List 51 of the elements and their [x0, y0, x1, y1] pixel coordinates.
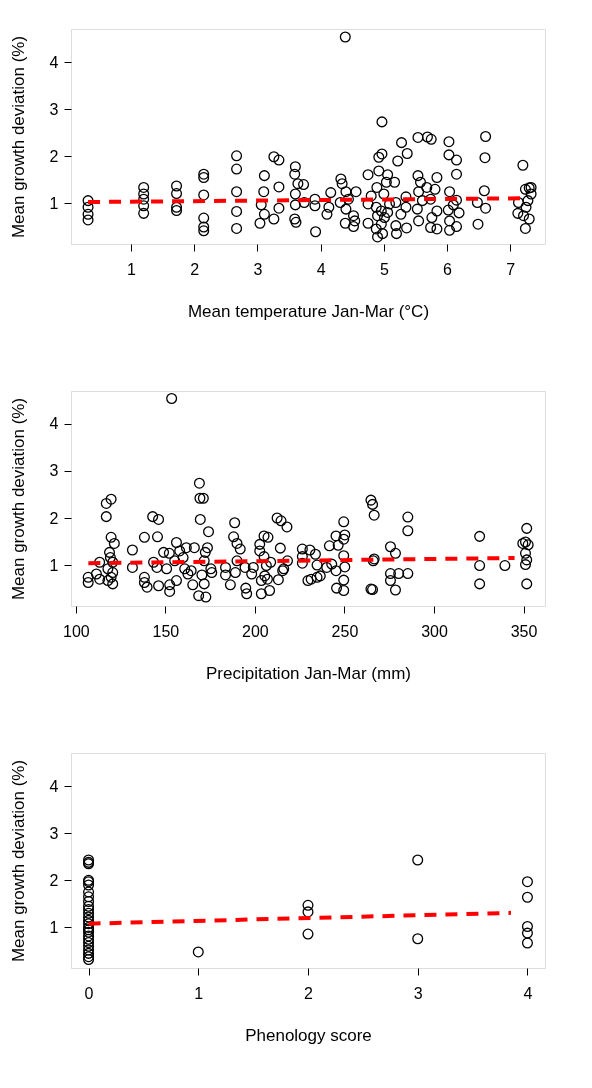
point [83, 896, 95, 908]
x-tick-label: 300 [421, 622, 448, 640]
point [83, 900, 95, 912]
y-tick-label: 2 [49, 147, 59, 165]
point [302, 906, 314, 918]
x-tick-label: 200 [242, 622, 269, 640]
x-tick-label: 2 [190, 260, 200, 278]
x-tick-label: 0 [84, 984, 94, 1002]
x-tick-label: 3 [253, 260, 263, 278]
point [521, 937, 533, 949]
x-axis-title: Mean temperature Jan-Mar (°C) [187, 301, 430, 321]
y-tick-label: 1 [49, 556, 59, 574]
x-tick-label: 1 [127, 260, 137, 278]
x-tick-label: 4 [523, 984, 533, 1002]
y-tick-label: 4 [49, 53, 59, 71]
y-tick-label: 3 [49, 462, 59, 480]
point [521, 927, 533, 939]
y-axis-title: Mean growth deviation (%) [8, 397, 28, 601]
x-axis-title: Precipitation Jan-Mar (mm) [206, 663, 411, 683]
x-tick-label: 2 [304, 984, 314, 1002]
y-tick-label: 1 [49, 194, 59, 212]
x-tick-label: 6 [443, 260, 453, 278]
x-axis-title: Phenology score [245, 1025, 372, 1045]
y-tick-label: 2 [49, 871, 59, 889]
x-tick-label: 150 [152, 622, 180, 640]
y-tick-label: 2 [49, 509, 59, 527]
point [302, 899, 314, 911]
x-tick-label: 100 [62, 622, 90, 640]
x-tick-label: 250 [331, 622, 359, 640]
y-tick-label: 3 [49, 100, 59, 118]
point [83, 891, 95, 903]
x-tick-label: 1 [194, 984, 204, 1002]
point [412, 933, 424, 945]
point [521, 876, 533, 888]
y-axis-title: Mean growth deviation (%) [8, 35, 28, 239]
point [521, 921, 533, 933]
x-tick-label: 4 [316, 260, 326, 278]
x-tick-label: 3 [413, 984, 423, 1002]
y-tick-label: 4 [49, 777, 59, 795]
point [192, 946, 204, 958]
point [412, 854, 424, 866]
point [83, 886, 95, 898]
y-tick-label: 4 [49, 415, 59, 433]
x-tick-label: 7 [506, 260, 516, 278]
y-axis-title: Mean growth deviation (%) [8, 759, 28, 963]
point [521, 891, 533, 903]
y-tick-label: 3 [49, 824, 59, 842]
point [302, 928, 314, 940]
x-tick-label: 350 [510, 622, 538, 640]
x-tick-label: 5 [379, 260, 389, 278]
y-tick-label: 1 [49, 918, 59, 936]
